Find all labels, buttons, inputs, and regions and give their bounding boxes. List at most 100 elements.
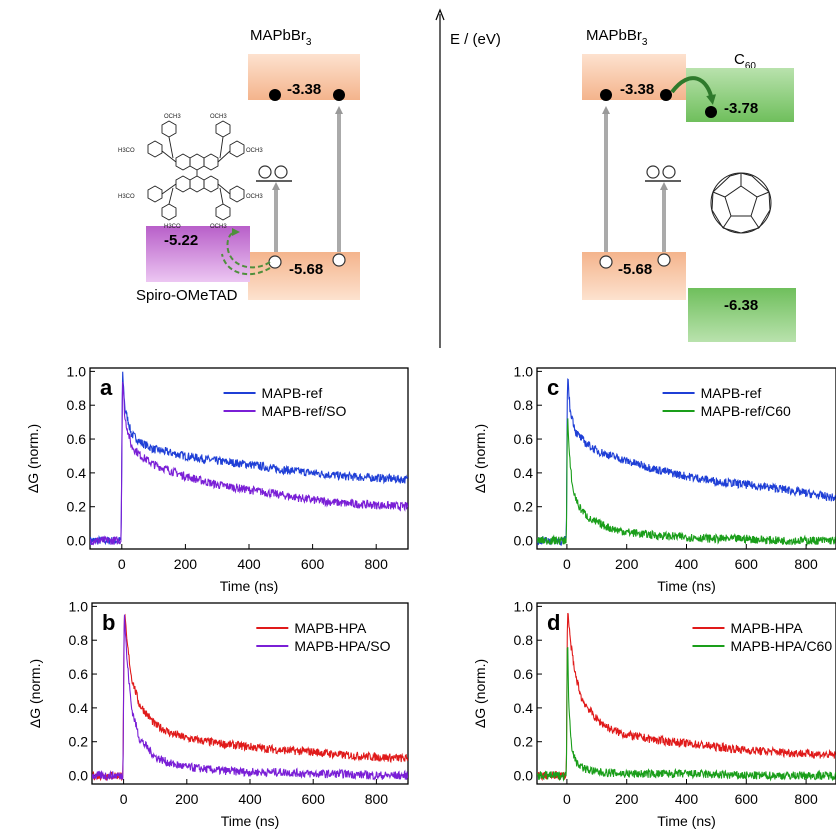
- molecule-label-5: OCH3: [246, 148, 263, 154]
- chart-d-x-tick-label: 400: [675, 791, 699, 807]
- chart-c-y-tick-label: 0.6: [514, 431, 534, 447]
- chart-d-panel-letter: d: [547, 610, 560, 635]
- molecule-label-7: OCH3: [210, 224, 227, 230]
- c60-fullerene-icon: [710, 172, 772, 234]
- chart-b-x-tick-label: 800: [365, 791, 389, 807]
- right-sub-gap-hole-2: [662, 165, 676, 179]
- chart-a-y-tick-label: 0.8: [67, 397, 87, 413]
- right-etl-homo: [688, 288, 796, 342]
- chart-c-plot-frame: [536, 367, 836, 550]
- chart-d-legend-label-1: MAPB-HPA: [730, 620, 803, 636]
- right-diagram: MAPbBr3 -3.38 C60 -3.78 -5.68 -6.38: [582, 27, 796, 342]
- chart-a-y-tick-label: 0.4: [67, 465, 87, 481]
- chart-d-y-tick-label: 0.4: [514, 700, 534, 716]
- spiro-ometad-molecule-icon: OCH3 H3CO OCH3 H3CO OCH3 H3CO OCH3 OCH3: [118, 114, 263, 230]
- chart-b-y-axis-label: ΔG (norm.): [27, 659, 43, 728]
- chart-c-series-2-line: [537, 418, 836, 547]
- chart-d-legend-label-2: MAPB-HPA/C60: [730, 638, 832, 654]
- chart-c-x-axis-label: Time (ns): [657, 578, 716, 594]
- right-etl-electron: [705, 106, 717, 118]
- chart-c-x-tick-label: 200: [615, 556, 639, 572]
- chart-b-y-tick-label: 0.8: [69, 632, 89, 648]
- right-cb-electron-2: [660, 89, 672, 101]
- chart-d-x-tick-label: 800: [794, 791, 818, 807]
- chart-c-legend-label-1: MAPB-ref: [701, 385, 762, 401]
- right-etl-homo-value: -6.38: [724, 297, 758, 314]
- left-sub-gap-hole-2: [274, 165, 288, 179]
- right-etl-label: C60: [734, 51, 756, 72]
- left-diagram: MAPbBr3 -3.38 -5.68 -5.22 Spiro-OMeTAD: [118, 27, 360, 304]
- right-cb-electron: [600, 89, 612, 101]
- chart-b-x-axis-label: Time (ns): [221, 813, 280, 829]
- chart-a-x-tick-label: 800: [365, 556, 389, 572]
- chart-c-y-tick-label: 0.0: [514, 533, 534, 549]
- chart-a-y-tick-label: 0.6: [67, 431, 87, 447]
- left-hole-transfer-arrow: [226, 228, 271, 269]
- molecule-label-4: H3CO: [118, 194, 135, 200]
- chart-a-legend-label-2: MAPB-ref/SO: [262, 403, 347, 419]
- chart-b-series-1-line: [92, 613, 408, 782]
- chart-c-y-axis-label: ΔG (norm.): [472, 424, 488, 493]
- molecule-label-8: OCH3: [246, 194, 263, 200]
- charts: 0.0 0.2 0.4 0.6 0.8 1.0 0 200 400 600 800 Time (ns)…: [25, 363, 836, 829]
- left-htl-label: Spiro-OMeTAD: [136, 287, 238, 304]
- chart-b-y-tick-label: 0.4: [69, 700, 89, 716]
- chart-c-y-tick-label: 0.8: [514, 397, 534, 413]
- panel-b: 0.0 0.2 0.4 0.6 0.8 1.0 0 200 400 600 800 Time (ns)…: [27, 598, 409, 829]
- chart-d-x-axis-label: Time (ns): [657, 813, 716, 829]
- chart-b-x-tick-label: 600: [302, 791, 326, 807]
- panel-d: 0.0 0.2 0.4 0.6 0.8 1.0 0 200 400 600 800 Time (ns)…: [472, 598, 836, 829]
- molecule-label-2: H3CO: [118, 148, 135, 154]
- chart-a-panel-letter: a: [100, 375, 113, 400]
- chart-c-y-tick-label: 1.0: [514, 363, 534, 379]
- chart-c-x-tick-label: 0: [563, 556, 571, 572]
- left-vb-value: -5.68: [289, 261, 323, 278]
- chart-a-series-1-line: [90, 371, 408, 546]
- chart-d-y-axis-label: ΔG (norm.): [472, 659, 488, 728]
- left-sub-gap-hole-1: [258, 165, 272, 179]
- chart-d-y-tick-label: 0.0: [514, 768, 534, 784]
- chart-c-y-tick-label: 0.4: [514, 465, 534, 481]
- left-vb-hole-2: [332, 253, 346, 267]
- chart-d-x-tick-label: 600: [735, 791, 759, 807]
- right-vb-hole-2: [657, 253, 671, 267]
- left-cb-electron: [269, 89, 281, 101]
- left-cb-electron-2: [333, 89, 345, 101]
- chart-b-panel-letter: b: [102, 610, 115, 635]
- chart-d-series-2-line: [537, 647, 836, 782]
- left-htl-value: -5.22: [164, 232, 198, 249]
- right-perovskite-label: MAPbBr3: [586, 27, 648, 48]
- chart-b-y-tick-label: 0.2: [69, 734, 89, 750]
- chart-a-x-tick-label: 400: [237, 556, 261, 572]
- chart-a-y-tick-label: 1.0: [67, 363, 87, 379]
- energy-axis-label: E / (eV): [450, 31, 501, 48]
- chart-b-series-2-line: [92, 614, 408, 782]
- chart-b-x-tick-label: 0: [120, 791, 128, 807]
- panel-c: 0.0 0.2 0.4 0.6 0.8 1.0 0 200 400 600 800 Time (ns)…: [472, 363, 836, 594]
- chart-c-y-tick-label: 0.2: [514, 499, 534, 515]
- chart-b-y-tick-label: 0.0: [69, 768, 89, 784]
- chart-d-x-tick-label: 0: [563, 791, 571, 807]
- right-etl-lumo: [686, 68, 794, 122]
- chart-d-x-tick-label: 200: [615, 791, 639, 807]
- chart-a-x-tick-label: 200: [174, 556, 198, 572]
- chart-c-legend-label-2: MAPB-ref/C60: [701, 403, 791, 419]
- panel-a: 0.0 0.2 0.4 0.6 0.8 1.0 0 200 400 600 800 Time (ns)…: [25, 363, 409, 594]
- right-cb-value: -3.38: [620, 81, 654, 98]
- chart-a-y-axis-label: ΔG (norm.): [25, 424, 41, 493]
- chart-a-x-axis-label: Time (ns): [220, 578, 279, 594]
- left-vb-hole: [268, 255, 282, 269]
- chart-a-x-tick-label: 600: [301, 556, 325, 572]
- chart-c-series-1-line: [537, 378, 836, 547]
- energy-axis-arrowhead: [435, 8, 445, 21]
- right-vb-value: -5.68: [618, 261, 652, 278]
- left-perovskite-label: MAPbBr3: [250, 27, 312, 48]
- molecule-label-1: OCH3: [164, 114, 181, 120]
- chart-d-series-1-line: [537, 612, 836, 782]
- right-sub-gap-hole-1: [646, 165, 660, 179]
- chart-d-y-tick-label: 0.8: [514, 632, 534, 648]
- chart-a-plot-frame: [89, 367, 409, 550]
- chart-c-panel-letter: c: [547, 375, 559, 400]
- chart-a-y-tick-label: 0.2: [67, 499, 87, 515]
